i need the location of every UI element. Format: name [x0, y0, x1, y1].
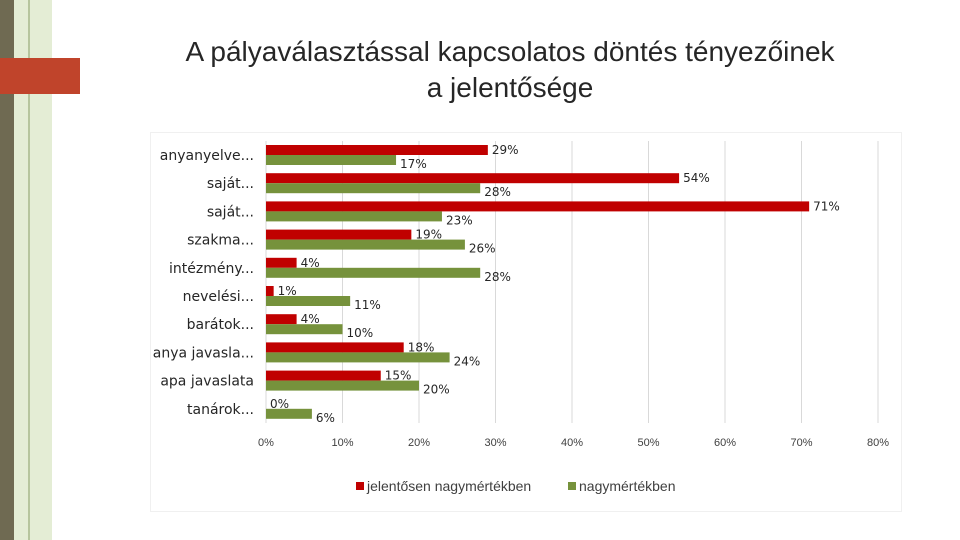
bar [266, 352, 450, 363]
legend-swatch [356, 482, 364, 490]
bar [266, 173, 680, 184]
bar [266, 380, 419, 391]
category-label: tanárok... [187, 402, 254, 418]
data-label: 0% [270, 397, 289, 411]
bar [266, 145, 488, 155]
data-label: 18% [408, 340, 435, 354]
bar [266, 267, 481, 278]
x-tick-label: 20% [408, 437, 430, 449]
x-tick-label: 50% [637, 437, 659, 449]
legend-label: jelentősen nagymértékben [366, 478, 531, 494]
data-label: 26% [469, 242, 496, 256]
chart-area: 0% 10% 20% 30% 40% 50% 60% 70% 80% anyanyelve... 2… [150, 132, 902, 512]
category-label: szakma... [187, 233, 254, 249]
category-label: apa javaslata [160, 374, 254, 390]
bar [266, 211, 442, 222]
bar [266, 314, 297, 325]
category-label: anya javasla... [153, 345, 254, 361]
x-tick-label: 10% [331, 437, 353, 449]
data-label: 4% [301, 256, 320, 270]
data-label: 28% [484, 270, 511, 284]
data-label: 20% [423, 383, 450, 397]
x-tick-label: 40% [561, 437, 583, 449]
data-label: 10% [347, 326, 374, 340]
bar [266, 342, 404, 353]
x-tick-label: 80% [867, 437, 889, 449]
data-label: 6% [316, 411, 335, 425]
left-decor-band [0, 0, 14, 540]
bar [266, 239, 465, 250]
bar [266, 201, 810, 212]
bar [266, 257, 297, 268]
legend-swatch [568, 482, 576, 490]
bar [266, 183, 481, 194]
data-label: 23% [446, 213, 473, 227]
bar-chart: 0% 10% 20% 30% 40% 50% 60% 70% 80% anyanyelve... 2… [153, 141, 889, 494]
red-accent-tab [0, 58, 80, 94]
legend-label: nagymértékben [579, 478, 676, 494]
data-label: 19% [415, 228, 442, 242]
bar [266, 296, 351, 306]
data-label: 24% [454, 354, 481, 368]
data-label: 17% [400, 157, 427, 171]
category-label: saját... [207, 176, 254, 192]
data-label: 1% [278, 284, 297, 298]
data-label: 11% [354, 298, 381, 312]
bar [266, 324, 343, 335]
bar [266, 155, 397, 165]
data-label: 29% [492, 143, 519, 157]
category-label: barátok... [187, 317, 254, 333]
title-line-1: A pályaválasztással kapcsolatos döntés t… [185, 36, 835, 67]
data-label: 4% [301, 312, 320, 326]
category-label: intézmény... [169, 261, 254, 277]
bar [266, 229, 412, 240]
x-tick-label: 0% [258, 437, 274, 449]
accent-line [28, 0, 30, 540]
x-tick-label: 70% [790, 437, 812, 449]
bar [266, 286, 274, 296]
data-label: 15% [385, 369, 412, 383]
data-label: 28% [484, 185, 511, 199]
category-label: saját... [207, 204, 254, 220]
x-tick-label: 60% [714, 437, 736, 449]
bar [266, 370, 381, 381]
bar [266, 408, 312, 419]
category-label: anyanyelve... [160, 148, 254, 164]
title-line-2: a jelentősége [426, 72, 594, 103]
category-label: nevelési... [183, 289, 254, 305]
x-tick-label: 30% [484, 437, 506, 449]
slide-title: A pályaválasztással kapcsolatos döntés t… [120, 34, 900, 106]
data-label: 71% [813, 199, 840, 213]
data-label: 54% [683, 171, 710, 185]
